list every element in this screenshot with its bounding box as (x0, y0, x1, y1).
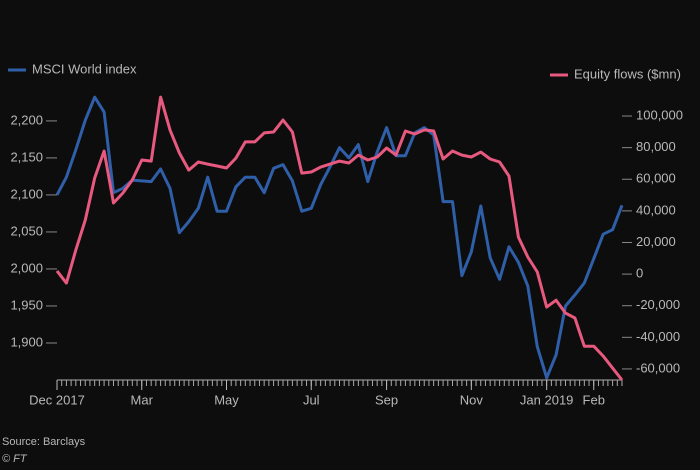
y2-tick-label: -60,000 (636, 360, 680, 375)
y2-tick-label: 100,000 (636, 107, 683, 122)
y2-tick-label: 60,000 (636, 171, 676, 186)
source: Source: Barclays (2, 436, 86, 448)
line-series (55, 95, 624, 380)
y-tick-label: 2,200 (10, 112, 43, 127)
y2-tick-label: 0 (636, 266, 643, 281)
x-tick-label: Mar (131, 392, 154, 407)
line-series (55, 95, 624, 381)
legend-label: MSCI World index (32, 61, 137, 76)
x-tick-label: Nov (460, 392, 484, 407)
x-tick-label: Jan 2019 (520, 392, 574, 407)
x-tick-label: Jul (303, 392, 320, 407)
y-tick-label: 2,000 (10, 260, 43, 275)
y2-tick-label: 20,000 (636, 234, 676, 249)
legend-label: Equity flows ($mn) (574, 66, 681, 81)
y2-tick-label: -40,000 (636, 329, 680, 344)
x-tick-label: Feb (583, 392, 605, 407)
y-tick-label: 2,050 (10, 223, 43, 238)
credit: © FT (2, 453, 28, 465)
y2-tick-label: 80,000 (636, 139, 676, 154)
y-tick-label: 1,950 (10, 297, 43, 312)
x-tick-label: Dec 2017 (29, 392, 85, 407)
y2-tick-label: 40,000 (636, 202, 676, 217)
x-tick-label: May (214, 392, 239, 407)
y-tick-label: 2,100 (10, 186, 43, 201)
y-tick-label: 1,900 (10, 334, 43, 349)
y-tick-label: 2,150 (10, 149, 43, 164)
y2-tick-label: -20,000 (636, 297, 680, 312)
x-tick-label: Sep (375, 392, 398, 407)
